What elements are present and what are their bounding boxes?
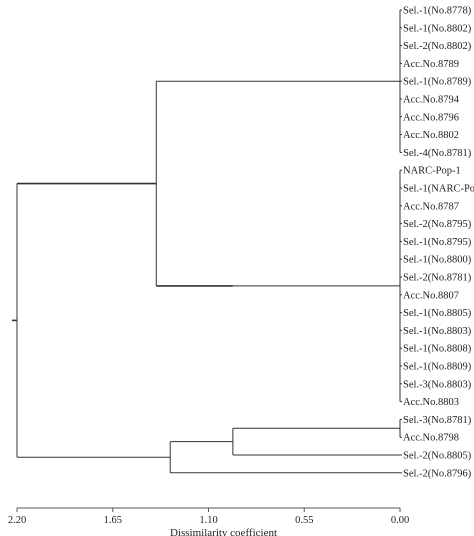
leaf-label: Sel.-2(No.8802) xyxy=(403,41,472,52)
leaf-label: Sel.-1(No.8805) xyxy=(403,308,472,319)
leaf-label: Sel.-1(No.8800) xyxy=(403,255,472,266)
leaf-label: Sel.-1(No.8809) xyxy=(403,362,472,373)
x-tick-label: 0.55 xyxy=(295,515,313,526)
leaf-label: Sel.-4(No.8781) xyxy=(403,148,472,159)
leaf-label: Sel.-3(No.8803) xyxy=(403,379,472,390)
leaf-label: Sel.-2(No.8796) xyxy=(403,468,472,479)
leaf-label: Acc.No.8796 xyxy=(403,112,459,123)
leaf-label: Acc.No.8787 xyxy=(403,201,459,212)
leaf-label: Sel.-1(NARC-Pop xyxy=(403,184,474,195)
dendrogram-branches xyxy=(12,9,402,474)
leaf-label: Sel.-3(No.8781) xyxy=(403,415,472,426)
leaf-labels: Sel.-1(No.8778) Sel.-1(No.8802) Sel.-2(No.… xyxy=(403,6,474,480)
leaf-label: Acc.No.8789 xyxy=(403,59,459,70)
leaf-label: Sel.-1(No.8795) xyxy=(403,237,472,248)
x-tick-label: 0.00 xyxy=(391,515,409,526)
leaf-label: Sel.-2(No.8781) xyxy=(403,273,472,284)
x-tick-label: 2.20 xyxy=(8,515,26,526)
leaf-label: Sel.-1(No.8803) xyxy=(403,326,472,337)
leaf-label: Sel.-1(No.8789) xyxy=(403,77,472,88)
leaf-label: Acc.No.8803 xyxy=(403,397,459,408)
leaf-label: Acc.No.8798 xyxy=(403,433,459,444)
leaf-label: Sel.-1(No.8778) xyxy=(403,6,472,17)
leaf-label: NARC-Pop-1 xyxy=(403,166,461,177)
x-tick-label: 1.65 xyxy=(104,515,122,526)
leaf-label: Acc.No.8794 xyxy=(403,95,460,106)
leaf-label: Sel.-2(No.8795) xyxy=(403,219,472,230)
leaf-label: Sel.-2(No.8805) xyxy=(403,451,472,462)
leaf-label: Sel.-1(No.8808) xyxy=(403,344,472,355)
leaf-label: Acc.No.8807 xyxy=(403,290,459,301)
x-axis-title: Dissimilarity coefficient xyxy=(170,527,277,536)
x-axis: 2.20 1.65 1.10 0.55 0.00 xyxy=(8,507,409,526)
leaf-label: Sel.-1(No.8802) xyxy=(403,23,472,34)
x-tick-label: 1.10 xyxy=(199,515,217,526)
leaf-label: Acc.No.8802 xyxy=(403,130,459,141)
